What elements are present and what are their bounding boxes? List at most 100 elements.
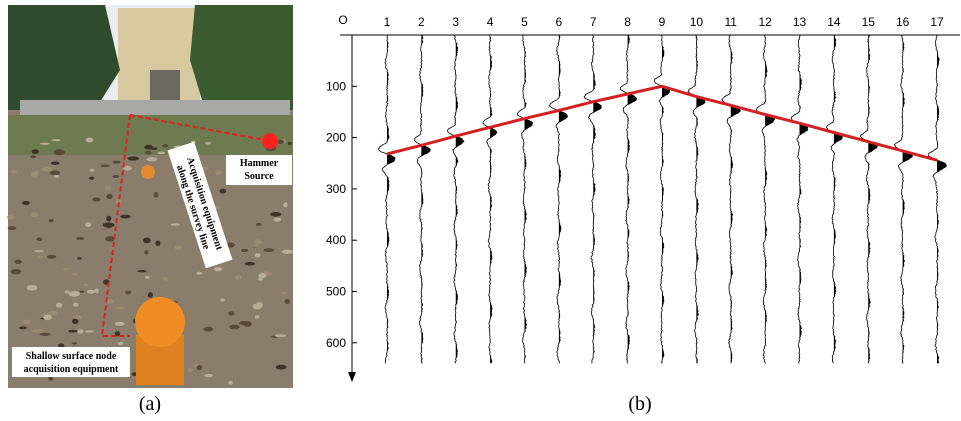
leaf xyxy=(220,298,225,301)
leaf xyxy=(85,222,91,227)
leaf xyxy=(275,334,286,337)
leaf xyxy=(50,170,61,175)
caption: (a) xyxy=(139,393,161,415)
trace-label: 1 xyxy=(384,15,391,29)
leaf xyxy=(77,329,83,333)
wiggle xyxy=(378,35,395,363)
leaf xyxy=(68,330,78,333)
leaf xyxy=(163,277,168,281)
leaf xyxy=(73,303,78,307)
leaf xyxy=(288,142,292,145)
trace-label: 3 xyxy=(452,15,459,29)
leaf xyxy=(258,273,266,278)
wiggle xyxy=(415,35,431,363)
wiggle xyxy=(549,35,567,363)
leaf xyxy=(72,318,78,324)
leaf xyxy=(77,257,82,259)
leaf xyxy=(157,152,165,155)
leaf xyxy=(255,253,261,257)
leaf xyxy=(63,268,70,270)
leaf xyxy=(100,164,109,167)
leaf xyxy=(144,250,148,254)
leaf xyxy=(197,365,202,370)
leaf xyxy=(270,212,281,217)
leaf xyxy=(84,283,88,286)
leaf xyxy=(73,315,82,319)
leaf xyxy=(56,303,62,308)
trace-label: 12 xyxy=(758,15,772,29)
leaf xyxy=(76,237,84,240)
node-small xyxy=(141,165,155,179)
photo: Hammer Source Acquisition equipment alon… xyxy=(7,5,293,388)
road xyxy=(20,100,290,115)
leaf xyxy=(51,162,60,165)
origin-label: O xyxy=(338,13,347,27)
trace-label: 5 xyxy=(521,15,528,29)
leaf xyxy=(254,244,259,246)
leaf xyxy=(171,223,180,225)
leaf xyxy=(79,291,84,293)
leaf xyxy=(49,219,54,222)
wiggle xyxy=(928,35,946,363)
leaf xyxy=(34,170,38,175)
y-tick-label: 600 xyxy=(326,336,346,350)
trees-left xyxy=(8,5,120,110)
leaf xyxy=(144,145,153,150)
leaf xyxy=(106,194,112,199)
wiggle-fill xyxy=(834,35,842,363)
y-tick-label: 400 xyxy=(326,233,346,247)
wiggle xyxy=(483,35,497,363)
leaf xyxy=(54,149,66,155)
leaf xyxy=(34,250,44,252)
wiggle-fill xyxy=(490,35,497,363)
leaf xyxy=(255,315,259,318)
trace-label: 9 xyxy=(659,15,666,29)
leaf xyxy=(22,201,30,205)
wiggle xyxy=(584,35,601,363)
leaf xyxy=(188,368,193,373)
leaf xyxy=(253,304,263,310)
leaf xyxy=(162,144,169,147)
leaf xyxy=(115,307,125,310)
leaf xyxy=(263,248,274,252)
leaf xyxy=(241,249,249,252)
leaf xyxy=(103,222,115,227)
y-tick-label: 200 xyxy=(326,131,346,145)
leaf xyxy=(105,236,114,241)
leaf xyxy=(106,216,111,222)
leaf xyxy=(87,290,95,294)
wiggle xyxy=(722,35,741,363)
trace-label: 2 xyxy=(418,15,425,29)
leaf xyxy=(11,170,18,174)
wiggle xyxy=(621,35,637,363)
leaf xyxy=(54,175,59,178)
label: Shallow surface node xyxy=(26,351,117,362)
leaf xyxy=(220,189,227,194)
leaf xyxy=(112,161,120,164)
trace-label: 6 xyxy=(556,15,563,29)
leaf xyxy=(114,322,124,326)
leaf xyxy=(19,326,27,329)
wiggle-fill xyxy=(765,35,775,363)
leaf xyxy=(285,299,290,304)
leaf xyxy=(52,139,61,141)
leaf xyxy=(283,202,287,207)
wiggle xyxy=(757,35,775,363)
leaf xyxy=(204,374,213,377)
trace-label: 8 xyxy=(624,15,631,29)
axis-arrow xyxy=(348,372,356,382)
wiggle-fill xyxy=(731,35,741,363)
leaf xyxy=(118,342,123,345)
leaf xyxy=(65,290,70,293)
node-ball xyxy=(135,297,185,347)
leaf xyxy=(27,285,38,291)
trace-label: 11 xyxy=(725,15,738,29)
trace-label: 15 xyxy=(862,15,876,29)
leaf xyxy=(281,291,287,294)
wiggle-fill xyxy=(593,35,601,363)
leaf xyxy=(282,250,293,254)
leaf xyxy=(39,333,50,336)
trace-label: 16 xyxy=(896,15,910,29)
leaf xyxy=(43,314,52,320)
leaf xyxy=(274,218,282,222)
